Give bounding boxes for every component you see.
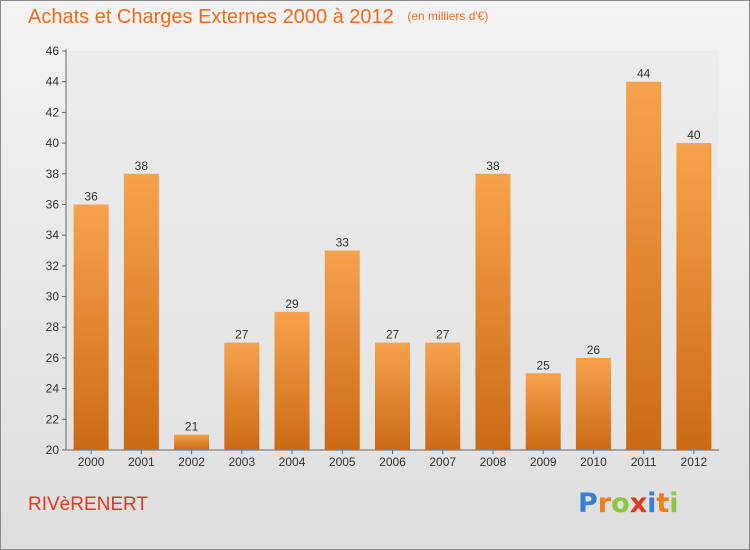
chart-title: Achats et Charges Externes 2000 à 2012 (… xyxy=(28,6,488,29)
bar xyxy=(73,204,109,450)
x-tick-label: 2011 xyxy=(631,455,657,469)
y-tick-label: 34 xyxy=(46,228,60,242)
data-label: 27 xyxy=(235,328,249,342)
logo-letter: P xyxy=(578,488,598,519)
data-label: 36 xyxy=(84,189,98,203)
y-tick-label: 32 xyxy=(46,259,60,273)
y-tick-label: 42 xyxy=(46,105,60,119)
x-tick-label: 2009 xyxy=(530,455,557,469)
bar xyxy=(224,342,260,450)
bar xyxy=(174,434,210,450)
bar xyxy=(324,250,360,450)
bar xyxy=(425,342,461,450)
data-label: 38 xyxy=(486,159,500,173)
data-label: 29 xyxy=(285,297,299,311)
data-label: 27 xyxy=(386,328,400,342)
x-tick-label: 2010 xyxy=(580,455,607,469)
logo-letter: i xyxy=(647,488,657,519)
y-tick-label: 24 xyxy=(46,382,60,396)
data-label: 38 xyxy=(135,159,149,173)
y-tick-label: 20 xyxy=(46,443,60,457)
bar xyxy=(575,357,611,450)
logo-letter: i xyxy=(669,488,679,519)
y-tick-label: 40 xyxy=(46,136,60,150)
x-tick-label: 2012 xyxy=(681,455,708,469)
chart-subtitle: (en milliers d'€) xyxy=(407,9,489,23)
data-label: 21 xyxy=(185,420,199,434)
y-tick-label: 28 xyxy=(46,320,60,334)
proxiti-logo[interactable]: Proxiti xyxy=(578,488,679,519)
data-label: 25 xyxy=(537,358,551,372)
x-tick-label: 2004 xyxy=(279,455,306,469)
y-tick-label: 38 xyxy=(46,167,60,181)
bar xyxy=(123,173,159,450)
data-label: 33 xyxy=(336,236,350,250)
x-tick-label: 2005 xyxy=(329,455,356,469)
chart-title-text: Achats et Charges Externes 2000 à 2012 xyxy=(28,6,394,28)
commune-name: RIVèRENERT xyxy=(28,494,149,515)
x-tick-label: 2007 xyxy=(429,455,456,469)
x-tick-label: 2006 xyxy=(379,455,406,469)
logo-letter: t xyxy=(656,488,670,519)
data-label: 27 xyxy=(436,328,450,342)
y-tick-label: 22 xyxy=(46,412,60,426)
data-label: 40 xyxy=(687,128,701,142)
y-tick-label: 44 xyxy=(46,75,60,89)
logo-letter: r xyxy=(597,488,612,519)
x-tick-label: 2001 xyxy=(128,455,155,469)
x-tick-label: 2003 xyxy=(228,455,255,469)
data-label: 44 xyxy=(637,67,651,81)
logo-letter: x xyxy=(629,488,648,519)
x-tick-label: 2000 xyxy=(78,455,105,469)
data-label: 26 xyxy=(587,343,601,357)
y-tick-label: 36 xyxy=(46,197,60,211)
logo-letter: o xyxy=(611,488,630,519)
bar xyxy=(626,81,662,450)
y-tick-label: 46 xyxy=(46,44,60,58)
bar xyxy=(525,373,561,450)
bar xyxy=(475,173,511,450)
bar xyxy=(274,311,310,450)
bar xyxy=(375,342,410,450)
y-tick-label: 26 xyxy=(46,351,60,365)
x-tick-label: 2002 xyxy=(178,455,205,469)
bar xyxy=(676,143,712,451)
x-tick-label: 2008 xyxy=(480,455,507,469)
y-tick-label: 30 xyxy=(46,290,60,304)
